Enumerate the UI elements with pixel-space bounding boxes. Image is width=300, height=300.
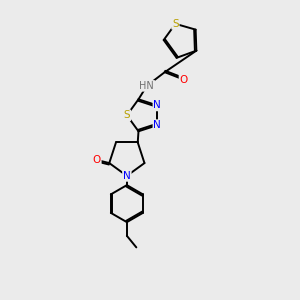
Text: N: N xyxy=(153,100,161,110)
Text: S: S xyxy=(124,110,130,120)
Text: N: N xyxy=(153,120,161,130)
Text: N: N xyxy=(123,171,131,181)
Text: S: S xyxy=(172,19,179,29)
Text: O: O xyxy=(92,155,101,165)
Text: O: O xyxy=(179,74,188,85)
Text: HN: HN xyxy=(140,81,154,91)
